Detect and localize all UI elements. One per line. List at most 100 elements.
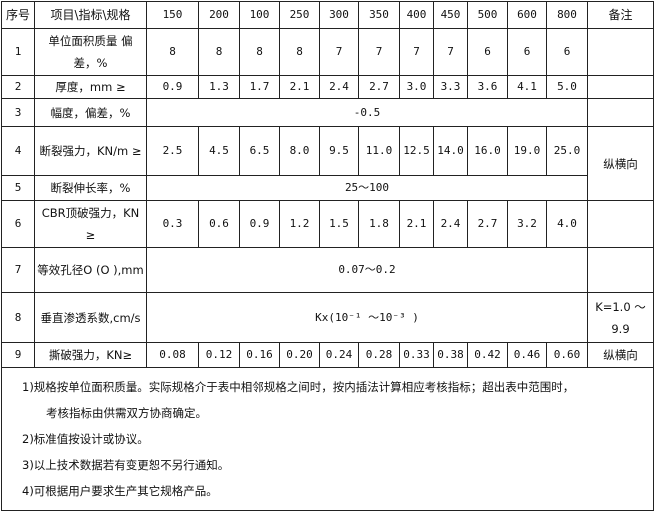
row-value: 0.46 bbox=[507, 342, 547, 368]
row-value: 8 bbox=[279, 28, 320, 76]
header-spec: 150 bbox=[146, 1, 199, 29]
row-value: 14.0 bbox=[433, 126, 468, 176]
row-item: 单位面积质量 偏差，% bbox=[34, 28, 147, 76]
row-item: 垂直渗透系数,cm/s bbox=[34, 292, 147, 343]
row-no: 2 bbox=[1, 75, 35, 99]
row-item: 断裂强力，KN/m ≥ bbox=[34, 126, 147, 176]
row-remark bbox=[587, 75, 654, 99]
row-item: 幅度，偏差，% bbox=[34, 98, 147, 127]
row-remark bbox=[587, 28, 654, 76]
row-no: 1 bbox=[1, 28, 35, 76]
row-no: 5 bbox=[1, 175, 35, 201]
row-value: 6 bbox=[467, 28, 508, 76]
row-remark bbox=[587, 98, 654, 127]
row-item: 厚度，mm ≥ bbox=[34, 75, 147, 99]
header-spec: 800 bbox=[546, 1, 588, 29]
row-value: 8 bbox=[239, 28, 280, 76]
row-value: 4.0 bbox=[546, 200, 588, 248]
row-value: 0.38 bbox=[433, 342, 468, 368]
row-value: 7 bbox=[433, 28, 468, 76]
row-value: 0.16 bbox=[239, 342, 280, 368]
row-item: 断裂伸长率，% bbox=[34, 175, 147, 201]
row-value: 2.1 bbox=[399, 200, 434, 248]
row-value: 7 bbox=[358, 28, 400, 76]
row-merged-value: -0.5 bbox=[146, 98, 588, 127]
row-value: 0.24 bbox=[319, 342, 359, 368]
table-row: 5 断裂伸长率，% 25～100 bbox=[1, 175, 654, 201]
row-value: 1.5 bbox=[319, 200, 359, 248]
table-row: 1 单位面积质量 偏差，% 8 8 8 8 7 7 7 7 6 6 6 bbox=[1, 28, 654, 76]
header-spec: 100 bbox=[239, 1, 280, 29]
row-value: 0.33 bbox=[399, 342, 434, 368]
row-item: CBR顶破强力，KN ≥ bbox=[34, 200, 147, 248]
header-spec: 400 bbox=[399, 1, 434, 29]
row-remark: K=1.0 ～ 9.9 bbox=[587, 292, 654, 343]
row-value: 6 bbox=[507, 28, 547, 76]
header-remark: 备注 bbox=[587, 1, 654, 29]
table-row: 9 撕破强力，KN≥ 0.08 0.12 0.16 0.20 0.24 0.28 0.33 0.3… bbox=[1, 342, 654, 368]
header-row: 序号 项目\指标\规格 150 200 100 250 300 350 400 450 500 600… bbox=[1, 1, 654, 29]
row-value: 8 bbox=[146, 28, 199, 76]
row-no: 6 bbox=[1, 200, 35, 248]
row-item: 等效孔径O (O ),mm bbox=[34, 247, 147, 293]
row-value: 3.3 bbox=[433, 75, 468, 99]
row-value: 1.7 bbox=[239, 75, 280, 99]
row-value: 0.60 bbox=[546, 342, 588, 368]
row-remark bbox=[587, 200, 654, 248]
row-value: 8 bbox=[198, 28, 240, 76]
row-value: 8.0 bbox=[279, 126, 320, 176]
row-value: 0.28 bbox=[358, 342, 400, 368]
row-value: 5.0 bbox=[546, 75, 588, 99]
row-value: 0.6 bbox=[198, 200, 240, 248]
row-item: 撕破强力，KN≥ bbox=[34, 342, 147, 368]
row-merged-value: Kx(10⁻¹ ～10⁻³ ) bbox=[146, 292, 588, 343]
row-value: 0.08 bbox=[146, 342, 199, 368]
row-remark: 纵横向 bbox=[587, 126, 654, 201]
header-spec: 500 bbox=[467, 1, 508, 29]
header-spec: 350 bbox=[358, 1, 400, 29]
row-value: 6.5 bbox=[239, 126, 280, 176]
table-row: 4 断裂强力，KN/m ≥2.5 4.5 6.5 8.0 9.5 11.0 12.5 14.0 1… bbox=[1, 126, 654, 201]
header-no: 序号 bbox=[1, 1, 35, 29]
row-value: 2.1 bbox=[279, 75, 320, 99]
row-value: 3.2 bbox=[507, 200, 547, 248]
row-value: 0.9 bbox=[239, 200, 280, 248]
row-remark: 纵横向 bbox=[587, 342, 654, 368]
row-value: 6 bbox=[546, 28, 588, 76]
row-value: 0.3 bbox=[146, 200, 199, 248]
note-line: 1)规格按单位面积质量。实际规格介于表中相邻规格之间时，按内插法计算相应考核指标… bbox=[22, 380, 575, 394]
row-value: 0.9 bbox=[146, 75, 199, 99]
row-value: 12.5 bbox=[399, 126, 434, 176]
row-value: 1.3 bbox=[198, 75, 240, 99]
row-no: 7 bbox=[1, 247, 35, 293]
row-no: 9 bbox=[1, 342, 35, 368]
header-spec: 200 bbox=[198, 1, 240, 29]
row-value: 3.6 bbox=[467, 75, 508, 99]
table-row: 2 厚度，mm ≥0.9 1.3 1.7 2.1 2.4 2.7 3.0 3.3 3.6 4.1 5.… bbox=[1, 75, 654, 99]
row-value: 3.0 bbox=[399, 75, 434, 99]
row-value: 0.42 bbox=[467, 342, 508, 368]
row-value: 2.7 bbox=[358, 75, 400, 99]
row-merged-value: 0.07～0.2 bbox=[146, 247, 588, 293]
note-line: 3)以上技术数据若有变更恕不另行通知。 bbox=[22, 458, 230, 472]
row-value: 2.4 bbox=[319, 75, 359, 99]
table-row: 7 等效孔径O (O ),mm 0.07～0.2 bbox=[1, 247, 654, 293]
row-no: 4 bbox=[1, 126, 35, 176]
header-item: 项目\指标\规格 bbox=[34, 1, 147, 29]
row-value: 2.7 bbox=[467, 200, 508, 248]
row-value: 19.0 bbox=[507, 126, 547, 176]
row-value: 7 bbox=[319, 28, 359, 76]
header-spec: 300 bbox=[319, 1, 359, 29]
table-row: 8 垂直渗透系数,cm/s Kx(10⁻¹ ～10⁻³ ) K=1.0 ～ 9.9 bbox=[1, 292, 654, 343]
row-value: 4.5 bbox=[198, 126, 240, 176]
header-spec: 250 bbox=[279, 1, 320, 29]
row-remark bbox=[587, 247, 654, 293]
header-spec: 450 bbox=[433, 1, 468, 29]
note-line: 2)标准值按设计或协议。 bbox=[22, 432, 149, 446]
row-merged-value: 25～100 bbox=[146, 175, 588, 201]
row-value: 2.5 bbox=[146, 126, 199, 176]
note-line: 4)可根据用户要求生产其它规格产品。 bbox=[22, 484, 218, 498]
row-value: 4.1 bbox=[507, 75, 547, 99]
row-value: 2.4 bbox=[433, 200, 468, 248]
row-value: 9.5 bbox=[319, 126, 359, 176]
